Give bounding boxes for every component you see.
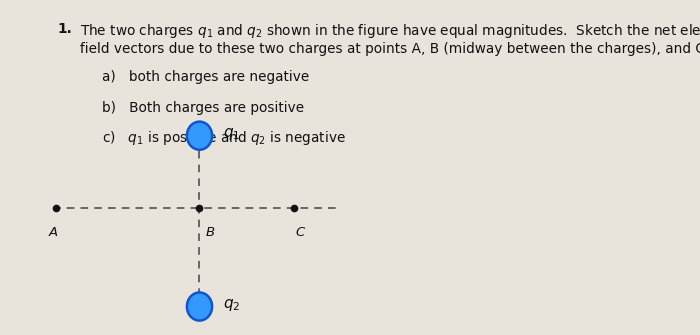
- Text: $q_2$: $q_2$: [223, 297, 240, 313]
- Ellipse shape: [187, 292, 212, 321]
- Text: B: B: [205, 226, 215, 239]
- Text: 1.: 1.: [57, 22, 72, 36]
- Text: C: C: [295, 226, 304, 239]
- Text: The two charges $q_1$ and $q_2$ shown in the figure have equal magnitudes.  Sket: The two charges $q_1$ and $q_2$ shown in…: [80, 22, 700, 40]
- Text: c)   $q_1$ is positive and $q_2$ is negative: c) $q_1$ is positive and $q_2$ is negati…: [102, 129, 345, 147]
- Text: field vectors due to these two charges at points A, B (midway between the charge: field vectors due to these two charges a…: [80, 42, 700, 56]
- Text: $q_1$: $q_1$: [223, 126, 240, 142]
- Text: A: A: [48, 226, 58, 239]
- Text: a)   both charges are negative: a) both charges are negative: [102, 70, 309, 84]
- Ellipse shape: [187, 122, 212, 150]
- Text: b)   Both charges are positive: b) Both charges are positive: [102, 100, 304, 115]
